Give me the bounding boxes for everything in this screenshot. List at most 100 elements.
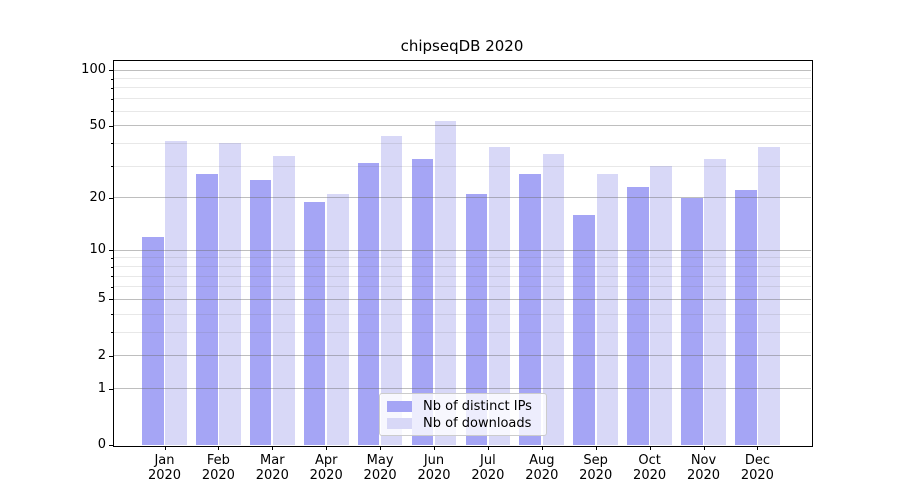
legend: Nb of distinct IPs Nb of downloads <box>379 393 547 436</box>
x-tick-label-nov: Nov 2020 <box>674 453 734 483</box>
y-tick-label-50: 50 <box>89 117 106 133</box>
y-tick-label-100: 100 <box>81 62 106 77</box>
x-label-month: Mar <box>260 453 285 468</box>
minor-gridline-y-30 <box>113 165 811 167</box>
y-minor-tick-8 <box>110 266 113 268</box>
x-tick-label-aug: Aug 2020 <box>512 453 572 483</box>
x-label-month: Dec <box>744 453 770 468</box>
bar-jun-distinct-ips <box>411 158 434 445</box>
minor-gridline-y-40 <box>113 142 811 144</box>
bar-jan-downloads <box>165 141 187 445</box>
y-minor-tick-80 <box>110 87 113 89</box>
minor-gridline-y-70 <box>113 98 811 100</box>
x-label-year: 2020 <box>417 468 451 483</box>
x-label-year: 2020 <box>471 468 505 483</box>
bar-may-downloads <box>380 135 403 445</box>
bar-jun-downloads <box>434 120 457 445</box>
y-tick-1 <box>109 388 113 390</box>
x-tick-jun <box>434 446 435 450</box>
bar-sep-downloads <box>596 174 619 445</box>
x-label-month: Jul <box>480 453 496 468</box>
gridline-y-5 <box>113 298 811 300</box>
minor-gridline-y-9 <box>113 257 811 259</box>
x-label-year: 2020 <box>309 468 343 483</box>
legend-swatch-distinct-ips <box>387 401 412 412</box>
x-label-month: Feb <box>206 453 230 468</box>
bar-jan-distinct-ips <box>142 236 164 445</box>
y-minor-tick-4 <box>110 314 113 316</box>
gridline-y-10 <box>113 249 811 251</box>
y-minor-tick-90 <box>110 78 113 80</box>
y-tick-50 <box>109 125 113 127</box>
minor-gridline-y-3 <box>113 331 811 333</box>
minor-gridline-y-4 <box>113 313 811 315</box>
legend-item-downloads: Nb of downloads <box>387 415 538 432</box>
y-tick-2 <box>109 355 113 357</box>
y-tick-label-1: 1 <box>97 380 106 396</box>
x-tick-label-jun: Jun 2020 <box>404 453 464 483</box>
x-label-year: 2020 <box>147 468 182 483</box>
x-label-year: 2020 <box>525 468 559 483</box>
bar-feb-downloads <box>219 143 241 445</box>
x-tick-jan <box>164 446 166 450</box>
bar-nov-downloads <box>704 158 726 445</box>
x-tick-label-feb: Feb 2020 <box>188 453 248 483</box>
y-tick-100 <box>109 70 113 71</box>
x-tick-mar <box>272 446 274 450</box>
gridline-y-100 <box>113 69 811 71</box>
legend-label-downloads: Nb of downloads <box>423 416 532 431</box>
y-minor-tick-70 <box>110 98 113 100</box>
minor-gridline-y-80 <box>113 87 811 89</box>
x-label-month: Jan <box>154 453 175 468</box>
x-tick-label-oct: Oct 2020 <box>620 453 680 483</box>
x-label-month: Nov <box>690 453 717 468</box>
x-label-year: 2020 <box>201 468 235 483</box>
y-minor-tick-3 <box>110 332 113 334</box>
legend-item-distinct-ips: Nb of distinct IPs <box>387 398 538 415</box>
x-tick-sep <box>595 446 597 450</box>
bar-mar-downloads <box>273 156 295 445</box>
x-tick-label-jul: Jul 2020 <box>458 453 518 483</box>
y-tick-label-5: 5 <box>97 291 106 307</box>
x-label-year: 2020 <box>363 468 397 483</box>
y-minor-tick-6 <box>110 286 113 288</box>
minor-gridline-y-60 <box>113 110 811 112</box>
y-tick-0 <box>109 445 113 446</box>
bar-nov-distinct-ips <box>681 197 703 445</box>
x-label-month: Apr <box>314 453 338 468</box>
x-tick-oct <box>649 446 651 450</box>
bar-jul-downloads <box>488 147 511 445</box>
x-label-month: Jun <box>423 453 445 468</box>
y-tick-10 <box>109 250 113 252</box>
bar-aug-downloads <box>542 153 565 445</box>
x-tick-aug <box>541 446 543 450</box>
bar-dec-distinct-ips <box>735 190 757 445</box>
y-minor-tick-40 <box>110 143 113 145</box>
bar-oct-downloads <box>650 166 672 445</box>
plot-border <box>113 59 813 447</box>
legend-label-distinct-ips: Nb of distinct IPs <box>423 399 532 414</box>
x-tick-apr <box>326 446 328 450</box>
minor-gridline-y-90 <box>113 78 811 79</box>
y-minor-tick-7 <box>110 276 113 277</box>
x-label-month: Aug <box>529 453 555 468</box>
bar-may-distinct-ips <box>357 163 380 445</box>
y-tick-20 <box>109 197 113 199</box>
x-label-month: May <box>366 453 394 468</box>
bar-mar-distinct-ips <box>249 180 272 445</box>
x-label-year: 2020 <box>579 468 613 483</box>
x-tick-nov <box>703 446 705 450</box>
minor-gridline-y-7 <box>113 275 811 277</box>
x-label-year: 2020 <box>686 468 721 483</box>
x-tick-label-dec: Dec 2020 <box>727 453 787 483</box>
gridline-y-1 <box>113 388 811 390</box>
x-tick-may <box>380 446 382 450</box>
x-tick-label-may: May 2020 <box>350 453 410 483</box>
gridline-y-50 <box>113 125 811 126</box>
gridline-y-20 <box>113 197 811 199</box>
bar-jul-distinct-ips <box>465 193 488 445</box>
chart-title: chipseqDB 2020 <box>400 37 524 55</box>
bar-apr-downloads <box>327 193 349 445</box>
